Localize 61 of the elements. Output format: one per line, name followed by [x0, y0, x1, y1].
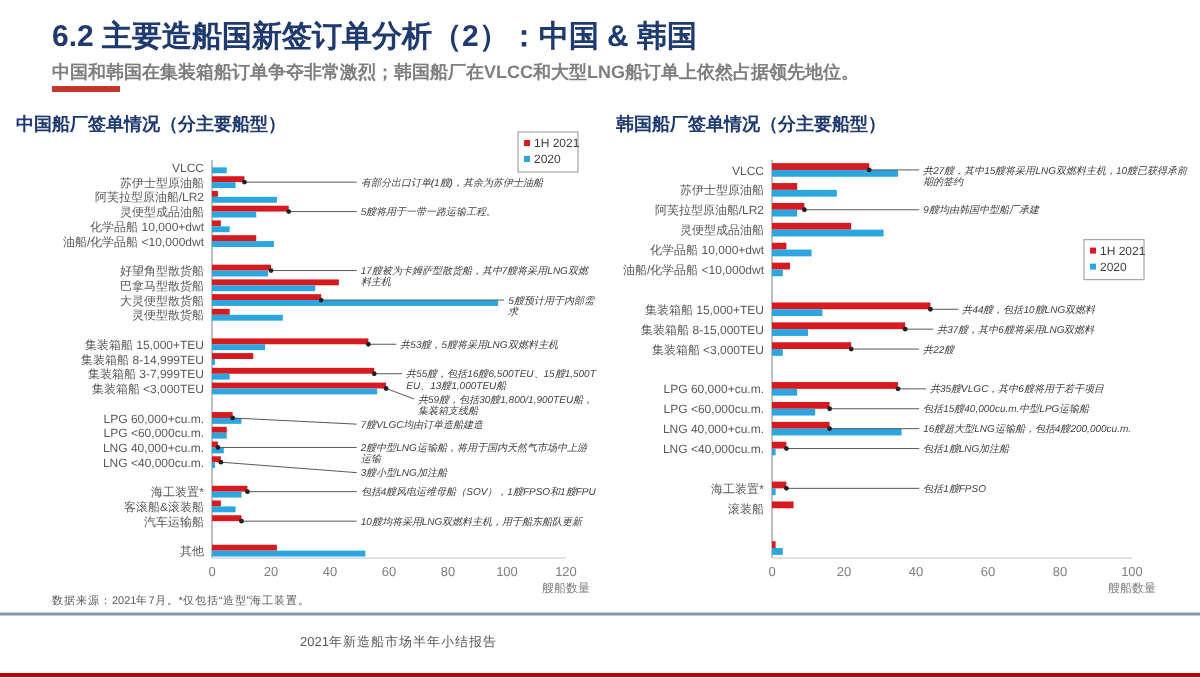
bar	[212, 167, 227, 174]
bar	[772, 421, 830, 429]
bar	[212, 432, 227, 439]
bar	[772, 202, 805, 210]
bar	[212, 241, 274, 247]
bar	[212, 182, 236, 189]
bar	[212, 456, 221, 463]
bar	[772, 302, 931, 310]
bar	[212, 338, 369, 345]
bar	[212, 506, 236, 513]
bar	[772, 322, 906, 330]
bar	[212, 426, 227, 433]
bar	[212, 515, 242, 522]
bar	[772, 189, 837, 197]
bar	[772, 209, 798, 217]
bar	[772, 408, 816, 416]
bar	[212, 190, 218, 197]
bar	[212, 353, 254, 359]
chart-title: 中国船厂签单情况（分主要船型）	[16, 114, 286, 134]
bar	[212, 220, 221, 227]
bar	[212, 196, 277, 203]
bar	[772, 309, 823, 317]
bar	[772, 388, 798, 396]
bar	[212, 367, 375, 374]
bar	[772, 349, 783, 356]
bar	[212, 235, 257, 242]
bar	[212, 388, 378, 395]
bar	[212, 544, 277, 551]
bar	[772, 342, 852, 350]
bar	[212, 412, 233, 418]
chart-title: 韩国船厂签单情况（分主要船型）	[614, 114, 886, 134]
bar	[212, 373, 230, 380]
bar	[772, 401, 830, 409]
bar	[772, 169, 898, 177]
bar	[212, 550, 366, 557]
bar	[772, 441, 787, 449]
bar	[772, 222, 852, 230]
bar	[212, 314, 283, 321]
bar	[212, 485, 248, 492]
bar	[212, 279, 339, 286]
bar	[772, 548, 783, 555]
bar	[772, 269, 783, 277]
bar	[212, 285, 316, 292]
bar	[212, 176, 245, 183]
bar	[212, 226, 230, 233]
bar	[212, 417, 242, 424]
bar	[772, 163, 870, 170]
bar	[772, 501, 794, 509]
bar	[212, 491, 242, 498]
text: 中国和韩国在集装箱船订单争夺非常激烈；韩国船厂在VLCC和大型LNG船订单上依然占据领先地位。	[52, 62, 859, 82]
bar	[772, 183, 798, 190]
bar	[212, 205, 289, 212]
bar	[772, 382, 898, 389]
bar	[772, 242, 787, 250]
bar	[212, 294, 322, 301]
bar	[212, 264, 271, 271]
bar	[212, 344, 266, 351]
bar	[772, 329, 808, 336]
bar	[212, 308, 230, 315]
bar	[212, 300, 499, 306]
text: 6.2 主要造船国新签订单分析（2）：中国 & 韩国	[52, 18, 698, 54]
